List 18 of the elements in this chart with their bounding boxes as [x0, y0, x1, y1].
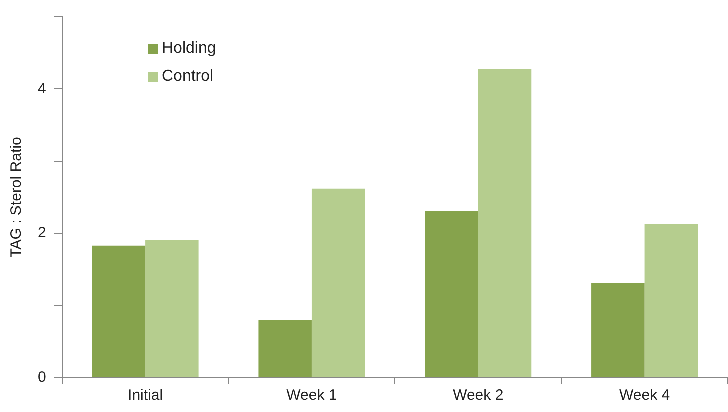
y-tick-label: 2: [38, 224, 46, 242]
x-tick-label: Week 1: [286, 387, 338, 404]
x-tick-label: Week 4: [619, 387, 670, 404]
bar: [425, 211, 478, 378]
y-tick-label: 4: [38, 80, 46, 98]
bar: [478, 68, 532, 378]
bar: [644, 224, 698, 378]
bar: [312, 188, 366, 378]
bar: [146, 240, 199, 378]
x-tick-label: Initial: [128, 387, 164, 404]
y-tick-label: 0: [38, 369, 46, 386]
y-axis-title: TAG : Sterol Ratio: [8, 137, 26, 258]
legend-label: Control: [162, 68, 214, 86]
bar: [92, 246, 146, 378]
bar: [258, 320, 312, 378]
legend-label: Holding: [162, 40, 216, 58]
bar: [592, 283, 645, 378]
x-tick-label: Week 2: [453, 387, 504, 404]
